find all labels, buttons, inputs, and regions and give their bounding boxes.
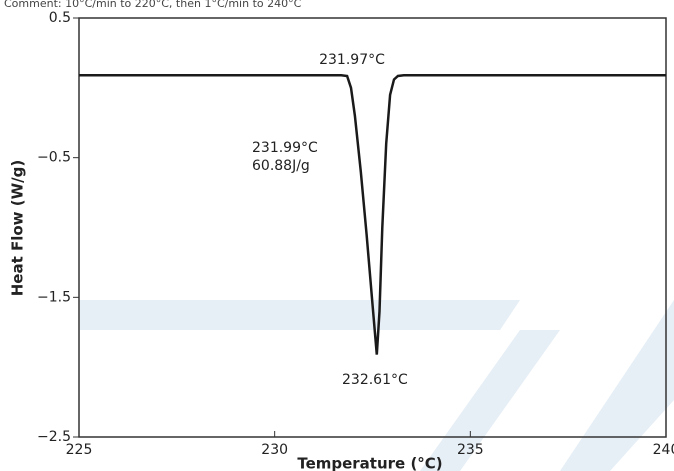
x-tick-label: 240 bbox=[653, 442, 674, 458]
annotation: 231.99°C bbox=[252, 140, 318, 156]
comment: Comment: 10°C/min to 220°C, then 1°C/min… bbox=[4, 0, 302, 10]
y-tick-label: −0.5 bbox=[37, 150, 71, 166]
x-tick-label: 225 bbox=[66, 442, 93, 458]
heat-flow-curve bbox=[79, 74, 666, 355]
annotation: 231.97°C bbox=[319, 52, 385, 68]
y-tick-label: 0.5 bbox=[49, 10, 71, 26]
annotation: 60.88J/g bbox=[252, 158, 310, 174]
plot-frame bbox=[78, 17, 667, 438]
watermark bbox=[80, 300, 674, 471]
y-axis-title: Heat Flow (W/g) bbox=[9, 160, 27, 297]
x-tick-label: 235 bbox=[457, 442, 484, 458]
x-tick-label: 230 bbox=[261, 442, 288, 458]
y-tick-label: −1.5 bbox=[37, 289, 71, 305]
x-axis-title: Temperature (°C) bbox=[297, 455, 442, 471]
annotation: 232.61°C bbox=[342, 372, 408, 388]
y-tick-label: −2.5 bbox=[37, 429, 71, 445]
